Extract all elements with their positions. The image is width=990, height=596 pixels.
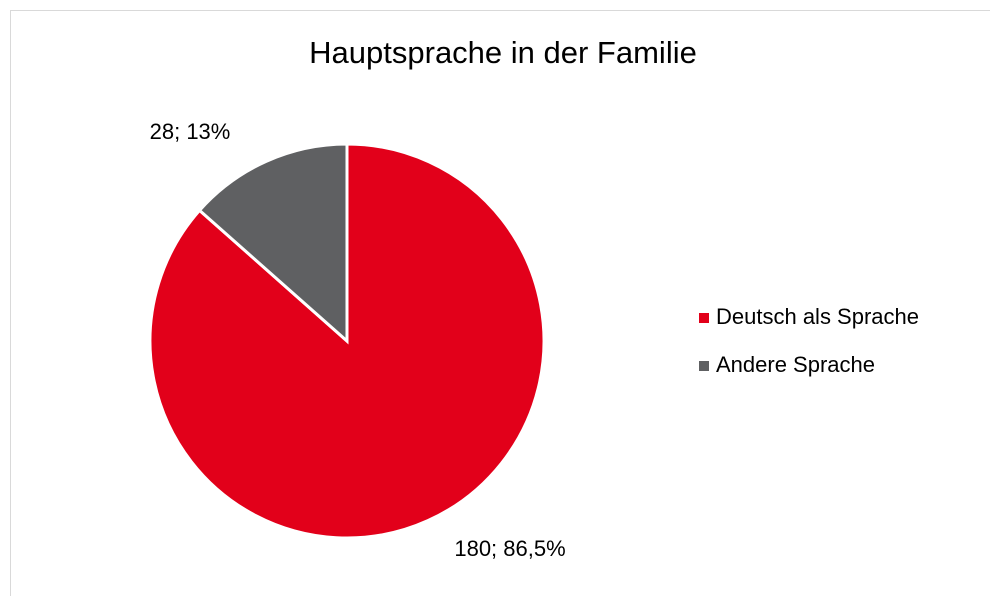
pie-slice xyxy=(197,142,349,345)
data-label: 28; 13% xyxy=(150,119,231,144)
legend-label: Andere Sprache xyxy=(716,352,875,377)
legend-swatch xyxy=(699,313,709,323)
data-label: 180; 86,5% xyxy=(454,536,565,561)
legend-swatch xyxy=(699,361,709,371)
chart-title: Hauptsprache in der Familie xyxy=(309,35,697,70)
legend-label: Deutsch als Sprache xyxy=(716,304,919,329)
